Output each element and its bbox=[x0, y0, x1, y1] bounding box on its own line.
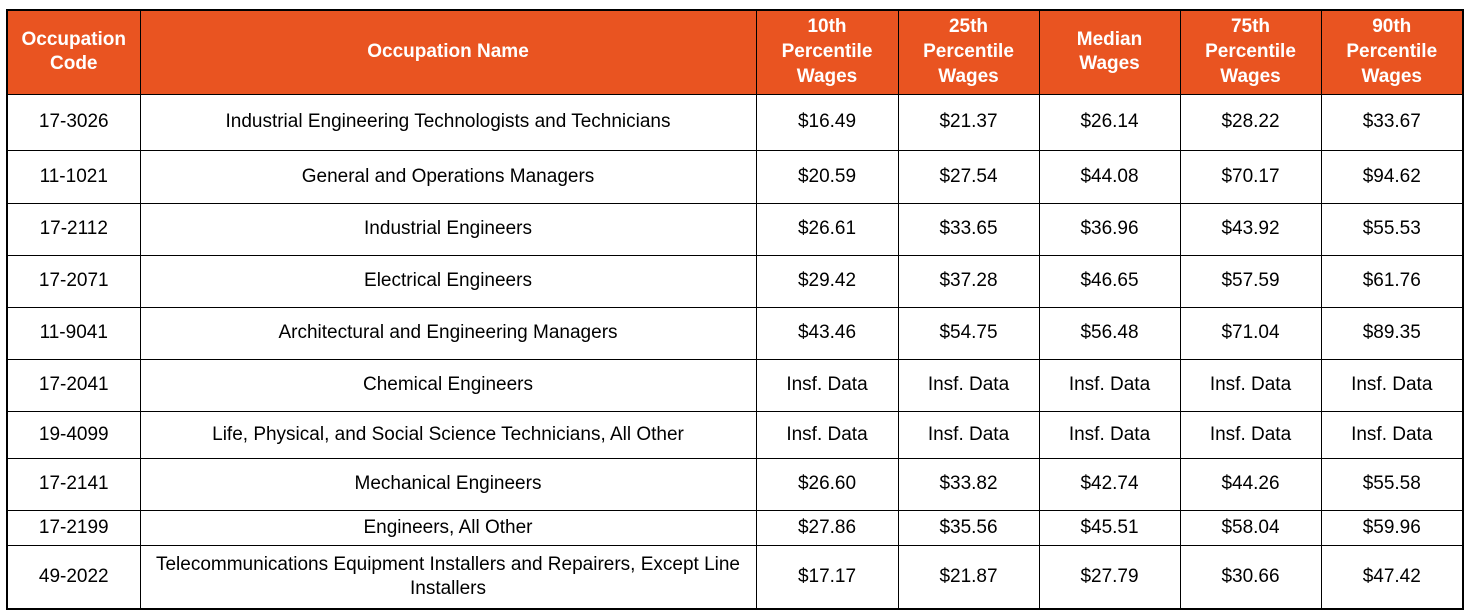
cell-occupation-name: Electrical Engineers bbox=[139, 254, 757, 308]
cell-75th-percentile-wages: $70.17 bbox=[1179, 149, 1322, 204]
cell-occupation-code: 11-9041 bbox=[6, 306, 141, 360]
table-row: 17-2199 Engineers, All Other $27.86 $35.… bbox=[6, 509, 1464, 546]
cell-occupation-name: Life, Physical, and Social Science Techn… bbox=[139, 410, 757, 459]
cell-occupation-code: 11-1021 bbox=[6, 149, 141, 204]
cell-75th-percentile-wages: $28.22 bbox=[1179, 93, 1322, 151]
table-header: Occupation Code Occupation Name 10th Per… bbox=[6, 9, 1464, 95]
cell-25th-percentile-wages: $21.87 bbox=[897, 544, 1040, 610]
cell-median-wages: $45.51 bbox=[1038, 509, 1181, 546]
cell-occupation-name: General and Operations Managers bbox=[139, 149, 757, 204]
cell-10th-percentile-wages: $17.17 bbox=[755, 544, 899, 610]
table-row: 17-2041 Chemical Engineers Insf. Data In… bbox=[6, 358, 1464, 412]
cell-25th-percentile-wages: $54.75 bbox=[897, 306, 1040, 360]
table-row: 17-2141 Mechanical Engineers $26.60 $33.… bbox=[6, 457, 1464, 511]
cell-median-wages: $46.65 bbox=[1038, 254, 1181, 308]
cell-occupation-name: Architectural and Engineering Managers bbox=[139, 306, 757, 360]
cell-occupation-code: 17-3026 bbox=[6, 93, 141, 151]
col-header-25th-percentile-wages: 25th Percentile Wages bbox=[897, 9, 1040, 95]
cell-median-wages: Insf. Data bbox=[1038, 410, 1181, 459]
cell-90th-percentile-wages: $61.76 bbox=[1320, 254, 1464, 308]
cell-90th-percentile-wages: $33.67 bbox=[1320, 93, 1464, 151]
table-body: 17-3026 Industrial Engineering Technolog… bbox=[6, 93, 1464, 610]
cell-25th-percentile-wages: Insf. Data bbox=[897, 358, 1040, 412]
cell-occupation-code: 19-4099 bbox=[6, 410, 141, 459]
cell-occupation-name: Engineers, All Other bbox=[139, 509, 757, 546]
cell-median-wages: $36.96 bbox=[1038, 202, 1181, 256]
cell-occupation-name: Mechanical Engineers bbox=[139, 457, 757, 511]
cell-75th-percentile-wages: $58.04 bbox=[1179, 509, 1322, 546]
cell-90th-percentile-wages: $59.96 bbox=[1320, 509, 1464, 546]
table-row: 17-2112 Industrial Engineers $26.61 $33.… bbox=[6, 202, 1464, 256]
cell-10th-percentile-wages: $26.61 bbox=[755, 202, 899, 256]
table-row: 17-3026 Industrial Engineering Technolog… bbox=[6, 93, 1464, 151]
cell-75th-percentile-wages: Insf. Data bbox=[1179, 410, 1322, 459]
cell-75th-percentile-wages: $71.04 bbox=[1179, 306, 1322, 360]
cell-occupation-name: Industrial Engineering Technologists and… bbox=[139, 93, 757, 151]
col-header-occupation-name: Occupation Name bbox=[139, 9, 757, 95]
cell-90th-percentile-wages: $89.35 bbox=[1320, 306, 1464, 360]
cell-median-wages: $42.74 bbox=[1038, 457, 1181, 511]
cell-90th-percentile-wages: Insf. Data bbox=[1320, 410, 1464, 459]
occupation-wages-table: Occupation Code Occupation Name 10th Per… bbox=[6, 9, 1464, 610]
cell-90th-percentile-wages: $47.42 bbox=[1320, 544, 1464, 610]
cell-90th-percentile-wages: $55.53 bbox=[1320, 202, 1464, 256]
cell-occupation-code: 17-2199 bbox=[6, 509, 141, 546]
cell-median-wages: $26.14 bbox=[1038, 93, 1181, 151]
table-row: 19-4099 Life, Physical, and Social Scien… bbox=[6, 410, 1464, 459]
cell-10th-percentile-wages: $43.46 bbox=[755, 306, 899, 360]
cell-10th-percentile-wages: $27.86 bbox=[755, 509, 899, 546]
cell-10th-percentile-wages: $20.59 bbox=[755, 149, 899, 204]
col-header-10th-percentile-wages: 10th Percentile Wages bbox=[755, 9, 899, 95]
cell-25th-percentile-wages: $37.28 bbox=[897, 254, 1040, 308]
cell-occupation-code: 17-2141 bbox=[6, 457, 141, 511]
cell-25th-percentile-wages: $33.82 bbox=[897, 457, 1040, 511]
cell-10th-percentile-wages: Insf. Data bbox=[755, 358, 899, 412]
col-header-occupation-code: Occupation Code bbox=[6, 9, 141, 95]
cell-25th-percentile-wages: Insf. Data bbox=[897, 410, 1040, 459]
cell-occupation-code: 17-2112 bbox=[6, 202, 141, 256]
table-row: 49-2022 Telecommunications Equipment Ins… bbox=[6, 544, 1464, 610]
cell-75th-percentile-wages: $43.92 bbox=[1179, 202, 1322, 256]
cell-75th-percentile-wages: $30.66 bbox=[1179, 544, 1322, 610]
cell-median-wages: $27.79 bbox=[1038, 544, 1181, 610]
cell-25th-percentile-wages: $21.37 bbox=[897, 93, 1040, 151]
cell-occupation-code: 49-2022 bbox=[6, 544, 141, 610]
cell-90th-percentile-wages: $94.62 bbox=[1320, 149, 1464, 204]
cell-25th-percentile-wages: $27.54 bbox=[897, 149, 1040, 204]
col-header-median-wages: Median Wages bbox=[1038, 9, 1181, 95]
col-header-75th-percentile-wages: 75th Percentile Wages bbox=[1179, 9, 1322, 95]
cell-10th-percentile-wages: $29.42 bbox=[755, 254, 899, 308]
cell-median-wages: Insf. Data bbox=[1038, 358, 1181, 412]
cell-90th-percentile-wages: Insf. Data bbox=[1320, 358, 1464, 412]
table-row: 11-9041 Architectural and Engineering Ma… bbox=[6, 306, 1464, 360]
cell-occupation-code: 17-2041 bbox=[6, 358, 141, 412]
col-header-90th-percentile-wages: 90th Percentile Wages bbox=[1320, 9, 1464, 95]
cell-25th-percentile-wages: $33.65 bbox=[897, 202, 1040, 256]
cell-90th-percentile-wages: $55.58 bbox=[1320, 457, 1464, 511]
table-row: 17-2071 Electrical Engineers $29.42 $37.… bbox=[6, 254, 1464, 308]
cell-75th-percentile-wages: $57.59 bbox=[1179, 254, 1322, 308]
cell-occupation-name: Chemical Engineers bbox=[139, 358, 757, 412]
cell-10th-percentile-wages: $16.49 bbox=[755, 93, 899, 151]
cell-occupation-name: Telecommunications Equipment Installers … bbox=[139, 544, 757, 610]
cell-10th-percentile-wages: Insf. Data bbox=[755, 410, 899, 459]
cell-75th-percentile-wages: Insf. Data bbox=[1179, 358, 1322, 412]
cell-median-wages: $56.48 bbox=[1038, 306, 1181, 360]
cell-75th-percentile-wages: $44.26 bbox=[1179, 457, 1322, 511]
cell-median-wages: $44.08 bbox=[1038, 149, 1181, 204]
cell-occupation-code: 17-2071 bbox=[6, 254, 141, 308]
table-row: 11-1021 General and Operations Managers … bbox=[6, 149, 1464, 204]
header-row: Occupation Code Occupation Name 10th Per… bbox=[6, 9, 1464, 95]
cell-occupation-name: Industrial Engineers bbox=[139, 202, 757, 256]
cell-25th-percentile-wages: $35.56 bbox=[897, 509, 1040, 546]
cell-10th-percentile-wages: $26.60 bbox=[755, 457, 899, 511]
